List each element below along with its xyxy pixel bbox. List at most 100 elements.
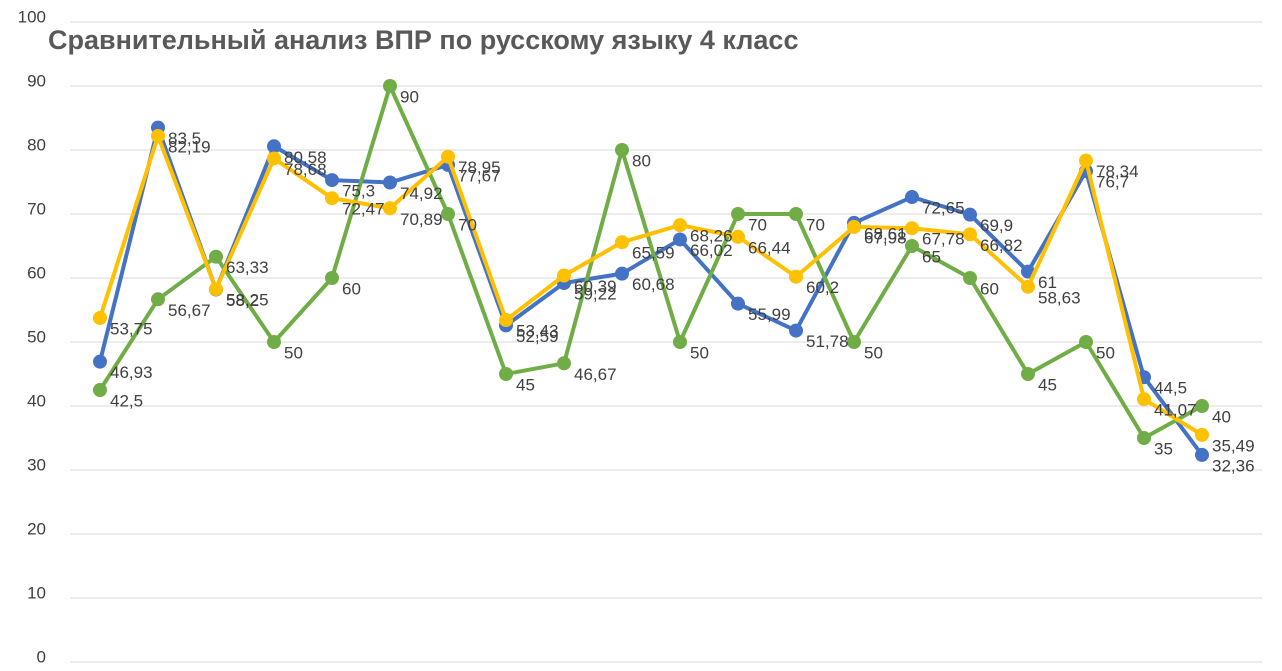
point xyxy=(905,221,919,236)
point xyxy=(499,313,513,328)
point xyxy=(615,143,629,157)
data-label: 70,89 xyxy=(400,210,443,229)
data-label: 74,92 xyxy=(400,184,443,203)
data-label: 78,68 xyxy=(284,160,327,179)
point xyxy=(673,232,687,247)
point xyxy=(267,335,281,349)
data-label: 46,67 xyxy=(574,365,617,384)
data-label: 58,25 xyxy=(226,291,269,310)
data-label: 58,2 xyxy=(226,291,259,310)
data-label: 53,43 xyxy=(516,322,559,341)
data-label: 70 xyxy=(806,215,825,234)
point xyxy=(847,335,861,349)
data-label: 76,7 xyxy=(1096,173,1129,192)
point xyxy=(789,323,803,338)
point xyxy=(209,282,223,297)
data-label: 67,98 xyxy=(864,228,907,247)
point xyxy=(673,335,687,349)
point xyxy=(1195,447,1209,462)
point xyxy=(383,201,397,216)
data-label: 66,02 xyxy=(690,241,733,260)
point xyxy=(499,367,513,381)
data-label: 60 xyxy=(342,279,361,298)
point xyxy=(731,229,745,244)
y-tick-label: 20 xyxy=(27,519,46,538)
data-label: 50 xyxy=(1096,343,1115,362)
point xyxy=(1137,431,1151,445)
point xyxy=(325,191,339,206)
data-label: 50 xyxy=(864,343,883,362)
data-label: 56,67 xyxy=(168,301,211,320)
data-label: 78,34 xyxy=(1096,162,1139,181)
point xyxy=(1137,392,1151,407)
data-label: 40 xyxy=(1212,407,1231,426)
point xyxy=(1079,153,1093,168)
point xyxy=(615,235,629,250)
data-label: 83,5 xyxy=(168,129,201,148)
y-tick-label: 40 xyxy=(27,391,46,410)
y-tick-label: 100 xyxy=(18,7,46,26)
data-label: 35,49 xyxy=(1212,436,1255,455)
point xyxy=(963,271,977,285)
data-label: 67,78 xyxy=(922,230,965,249)
data-label: 32,36 xyxy=(1212,456,1255,475)
point xyxy=(557,356,571,371)
point xyxy=(151,292,165,307)
data-label: 60,2 xyxy=(806,278,839,297)
data-label: 82,19 xyxy=(168,137,211,156)
point xyxy=(383,79,397,93)
point xyxy=(1195,399,1209,413)
series-line xyxy=(98,84,1203,440)
data-label: 65,59 xyxy=(632,244,675,263)
data-label: 45 xyxy=(516,375,535,394)
data-label: 50 xyxy=(690,343,709,362)
data-label: 42,5 xyxy=(110,391,143,410)
data-label: 63,33 xyxy=(226,258,269,277)
point xyxy=(441,149,455,164)
y-tick-label: 60 xyxy=(27,263,46,282)
point xyxy=(325,271,339,285)
data-label: 60 xyxy=(980,279,999,298)
point xyxy=(1079,335,1093,349)
data-label: 35 xyxy=(1154,439,1173,458)
data-label: 68,61 xyxy=(864,224,907,243)
point xyxy=(151,128,165,143)
point xyxy=(789,269,803,284)
point xyxy=(383,175,397,190)
point xyxy=(267,139,281,154)
series-line xyxy=(98,125,1204,457)
chart-title: Сравнительный анализ ВПР по русскому язы… xyxy=(48,25,798,55)
point xyxy=(1021,367,1035,381)
data-label: 80,58 xyxy=(284,148,327,167)
data-label: 55,99 xyxy=(748,305,791,324)
point xyxy=(963,227,977,242)
point xyxy=(905,190,919,205)
data-label: 78,95 xyxy=(458,158,501,177)
data-label: 69,9 xyxy=(980,216,1013,235)
data-label: 59,22 xyxy=(574,284,617,303)
point xyxy=(673,218,687,233)
data-label: 45 xyxy=(1038,375,1057,394)
y-tick-label: 80 xyxy=(27,135,46,154)
data-label: 70 xyxy=(458,215,477,234)
data-label: 53,75 xyxy=(110,319,153,338)
data-label: 41,07 xyxy=(1154,401,1197,420)
data-label: 60,68 xyxy=(632,275,675,294)
point xyxy=(93,354,107,369)
data-label: 52,59 xyxy=(516,327,559,346)
data-label: 68,26 xyxy=(690,227,733,246)
data-label: 46,93 xyxy=(110,363,153,382)
data-label: 65 xyxy=(922,247,941,266)
y-tick-label: 90 xyxy=(27,71,46,90)
data-label: 90 xyxy=(400,87,419,106)
point xyxy=(905,239,919,253)
data-label: 66,82 xyxy=(980,236,1023,255)
point xyxy=(731,296,745,311)
point xyxy=(615,266,629,281)
y-tick-label: 0 xyxy=(37,647,46,666)
data-label: 60,39 xyxy=(574,277,617,296)
y-tick-label: 30 xyxy=(27,455,46,474)
data-label: 77,67 xyxy=(458,166,501,185)
data-label: 66,44 xyxy=(748,238,791,257)
point xyxy=(209,249,223,264)
